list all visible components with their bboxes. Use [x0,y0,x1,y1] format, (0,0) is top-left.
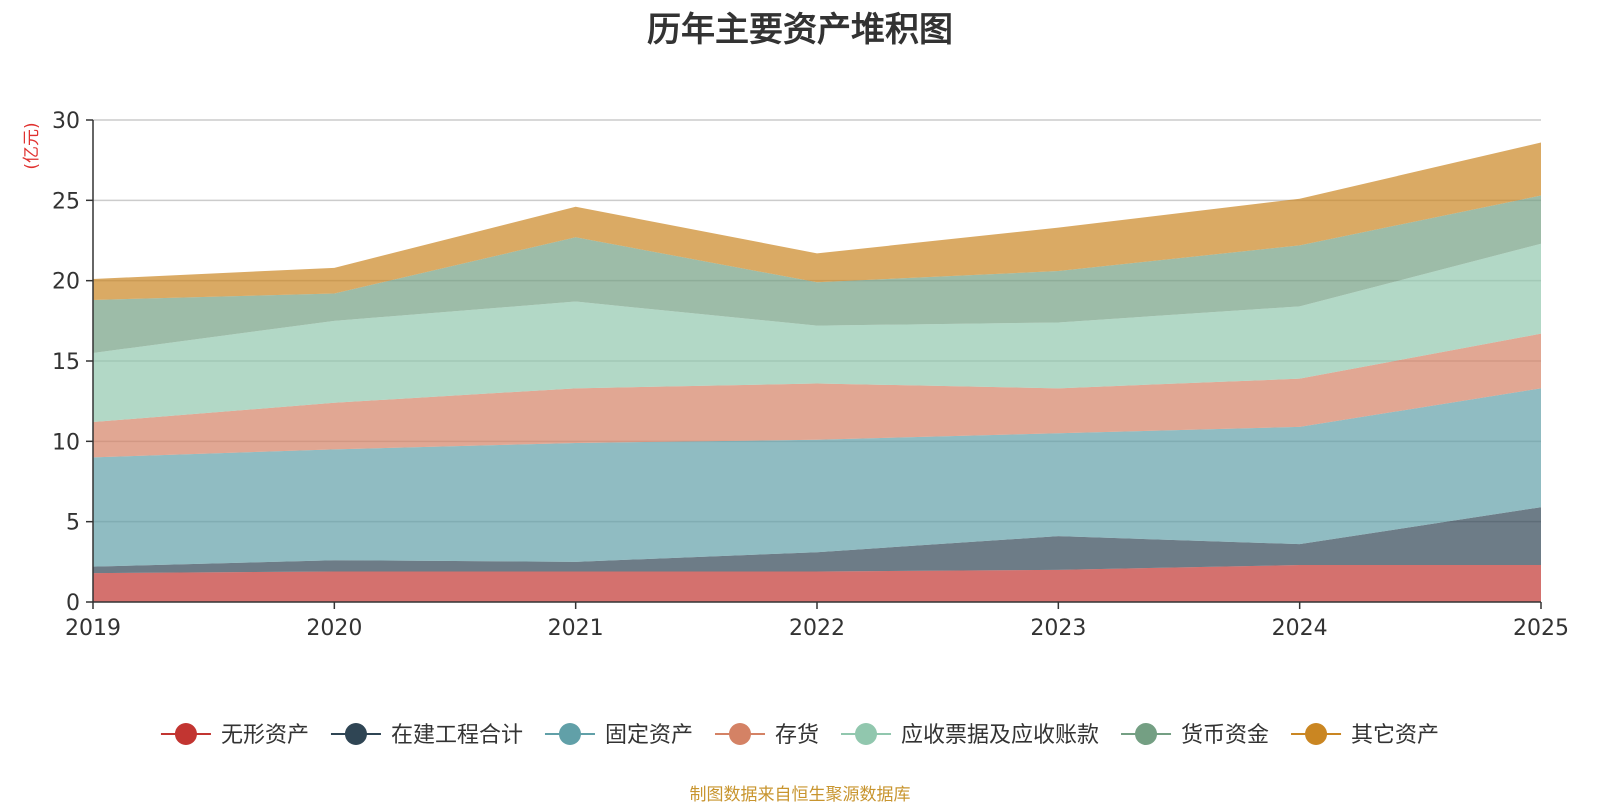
legend-marker [855,723,878,745]
legend-label: 在建工程合计 [391,723,523,748]
y-tick-label: 30 [52,109,80,134]
legend-marker [558,723,581,745]
x-tick-label: 2022 [789,616,845,641]
area-series-1 [93,565,1541,602]
area-series-2 [93,507,1541,574]
legend-label: 存货 [775,723,819,748]
chart-title: 历年主要资产堆积图 [647,10,953,50]
area-series-6 [93,195,1541,353]
x-tick-label: 2025 [1513,616,1569,641]
x-tick-label: 2023 [1030,616,1086,641]
x-tick-label: 2019 [65,616,121,641]
legend-item-1[interactable]: 无形资产 [160,723,309,748]
legend-label: 货币资金 [1181,723,1269,748]
y-tick-label: 0 [66,591,80,616]
legend-item-2[interactable]: 在建工程合计 [330,723,523,748]
area-series-7 [93,142,1541,300]
legend-label: 应收票据及应收账款 [901,723,1099,748]
y-tick-label: 15 [52,350,80,375]
source-note: 制图数据来自恒生聚源数据库 [689,785,911,805]
y-tick-label: 10 [52,430,80,455]
legend-label: 无形资产 [221,723,309,748]
x-tick-label: 2020 [306,616,362,641]
legend-item-3[interactable]: 固定资产 [544,723,693,748]
y-tick-label: 20 [52,270,80,295]
area-series-3 [93,388,1541,567]
y-tick-label: 5 [66,511,80,536]
legend-label: 固定资产 [605,723,693,748]
legend: 无形资产 在建工程合计 固定资产 存货 应收票据及应收账款 货币资金 其它资产 [160,723,1439,748]
y-axis-label: (亿元) [22,122,42,169]
legend-item-5[interactable]: 应收票据及应收账款 [841,723,1099,748]
legend-item-6[interactable]: 货币资金 [1121,723,1269,748]
legend-item-7[interactable]: 其它资产 [1291,723,1439,748]
y-tick-label: 25 [52,189,80,214]
legend-item-4[interactable]: 存货 [714,723,819,748]
legend-marker [344,723,367,745]
legend-marker [728,723,751,745]
legend-marker [174,723,197,745]
legend-marker [1305,723,1328,745]
legend-label: 其它资产 [1351,723,1439,748]
legend-marker [1135,723,1158,745]
area-series-5 [93,243,1541,423]
area-series-4 [93,333,1541,458]
x-tick-label: 2021 [548,616,604,641]
x-tick-label: 2024 [1272,616,1328,641]
area-series-layer [93,142,1541,602]
